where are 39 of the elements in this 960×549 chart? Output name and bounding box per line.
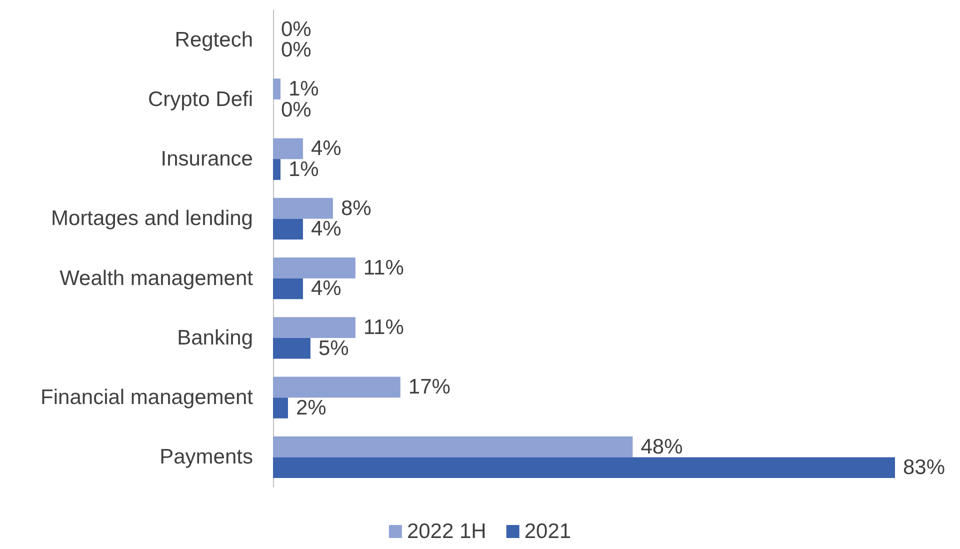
bar — [273, 78, 280, 100]
y-tick-label: Wealth management — [60, 266, 254, 290]
bar — [273, 159, 280, 180]
data-label: 2% — [296, 396, 326, 420]
data-label: 0% — [281, 98, 312, 122]
data-label: 0% — [281, 38, 312, 62]
legend-label: 2022 1H — [406, 520, 486, 543]
bar — [273, 257, 356, 278]
bar — [273, 198, 333, 219]
y-tick-label: Financial management — [40, 386, 254, 410]
bar — [273, 278, 303, 300]
data-label: 83% — [903, 456, 946, 480]
y-tick-label: Mortages and lending — [51, 207, 253, 230]
bar — [273, 376, 400, 398]
data-label: 4% — [310, 137, 342, 160]
data-label: 0% — [281, 18, 312, 41]
data-label: 4% — [310, 277, 342, 300]
y-tick-label: Regtech — [174, 28, 253, 52]
data-label: 11% — [363, 256, 404, 280]
bar — [273, 138, 303, 160]
legend-label: 2021 — [524, 520, 572, 543]
y-tick-label: Insurance — [160, 148, 253, 171]
data-label: 4% — [310, 218, 342, 241]
data-label: 5% — [318, 336, 349, 360]
bar — [273, 218, 303, 240]
data-label: 1% — [288, 158, 319, 181]
y-tick-label: Crypto Defi — [148, 88, 253, 111]
data-label: 17% — [408, 376, 450, 399]
bar — [273, 398, 288, 418]
bar — [273, 338, 310, 359]
bar — [273, 457, 895, 478]
data-label: 1% — [288, 78, 319, 101]
bar — [273, 317, 356, 338]
data-label: 11% — [363, 316, 404, 340]
data-label: 48% — [640, 435, 683, 458]
y-tick-label: Payments — [160, 446, 253, 469]
data-label: 8% — [340, 196, 372, 220]
bar — [273, 436, 633, 458]
y-tick-label: Banking — [177, 326, 253, 350]
